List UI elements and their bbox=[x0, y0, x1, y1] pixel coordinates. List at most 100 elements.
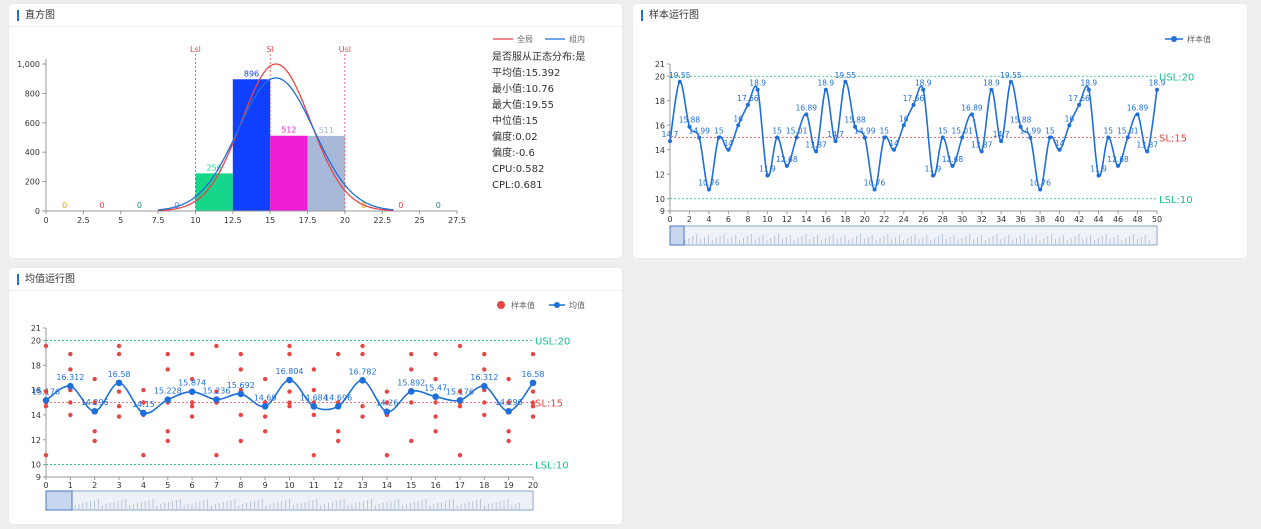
bar-value-label: 0 bbox=[398, 201, 403, 210]
x-tick-label: 2 bbox=[92, 481, 97, 490]
sample-point bbox=[969, 112, 974, 117]
x-tick-label: 6 bbox=[190, 481, 195, 490]
sample-scatter-point bbox=[43, 343, 49, 349]
sample-scatter-point bbox=[457, 343, 463, 349]
sample-value-label: 18.9 bbox=[749, 79, 766, 88]
x-tick-label: 12 bbox=[782, 215, 792, 224]
sample-point bbox=[1028, 135, 1033, 140]
legend-global-label: 全局 bbox=[517, 34, 533, 44]
mean-point bbox=[310, 403, 318, 410]
sample-point bbox=[979, 149, 984, 154]
sample-scatter-point bbox=[238, 367, 243, 372]
x-tick-label: 5 bbox=[118, 216, 123, 225]
sample-value-label: 11.9 bbox=[759, 164, 776, 173]
sample-value-label: 15 bbox=[772, 127, 782, 136]
sample-scatter-point bbox=[530, 351, 536, 357]
bar-value-label: 512 bbox=[281, 126, 296, 135]
sample-scatter-point bbox=[457, 389, 463, 394]
x-tick-label: 10 bbox=[284, 481, 294, 490]
mean-point bbox=[213, 396, 220, 403]
sample-point bbox=[892, 147, 897, 152]
x-tick-label: 12 bbox=[333, 481, 343, 490]
sample-scatter-point bbox=[530, 404, 536, 409]
spec-label-sl: Sl bbox=[267, 45, 274, 54]
mean-value-label: 14.296 bbox=[495, 398, 523, 407]
sample-point bbox=[911, 102, 916, 107]
sample-scatter-point bbox=[409, 351, 414, 357]
stat-mean: 平均值:15.392 bbox=[492, 68, 561, 79]
histogram-card: 直方图 0 200 400 600 800 1,000 0 0 0 0 256 896 512 511 0 0… bbox=[9, 4, 622, 258]
mean-value-label: 16.782 bbox=[349, 367, 377, 376]
zoom-slider-handle bbox=[669, 225, 685, 246]
mean-value-label: 16.58 bbox=[108, 370, 131, 379]
sample-scatter-point bbox=[214, 343, 219, 349]
sample-value-label: 19.55 bbox=[1000, 71, 1022, 80]
x-tick-label: 6 bbox=[726, 215, 731, 224]
sample-scatter-point bbox=[116, 404, 122, 409]
mean-point bbox=[67, 382, 74, 390]
sample-point bbox=[921, 87, 926, 92]
normal-curve bbox=[158, 63, 394, 212]
mean-point bbox=[334, 402, 342, 410]
sample-point bbox=[833, 139, 838, 144]
sample-value-label: 15.01 bbox=[1117, 126, 1139, 135]
sample-scatter-point bbox=[506, 376, 511, 382]
y-tick-label: 12 bbox=[655, 170, 665, 179]
histogram-title: 直方图 bbox=[17, 10, 55, 21]
sample-point bbox=[940, 135, 945, 140]
x-tick-label: 4 bbox=[706, 215, 711, 224]
sample-value-label: 17.66 bbox=[737, 94, 759, 103]
sample-point bbox=[1145, 149, 1150, 154]
bar-value-label: 0 bbox=[137, 201, 142, 210]
mean-point bbox=[505, 407, 512, 415]
sample-run-card: 样本运行图 9 10 12 14 16 18 20 21 0 2 4 6 8 10 12 14 16 18 20 22… bbox=[633, 4, 1247, 258]
sample-scatter-point bbox=[506, 429, 511, 434]
x-tick-label: 19 bbox=[504, 481, 514, 490]
sample-scatter-point bbox=[92, 400, 97, 405]
sample-scatter-point bbox=[433, 376, 438, 382]
y-tick-label: 20 bbox=[655, 72, 665, 81]
mean-value-label: 15.176 bbox=[32, 387, 60, 396]
x-tick-label: 11 bbox=[309, 481, 319, 490]
histogram-bar bbox=[307, 135, 345, 211]
y-tick-label: 14 bbox=[31, 411, 41, 420]
sample-value-label: 18.9 bbox=[1080, 79, 1097, 88]
x-tick-label: 18 bbox=[479, 481, 489, 490]
x-tick-label: 18 bbox=[840, 215, 850, 224]
sample-scatter-point bbox=[433, 351, 438, 357]
x-tick-label: 38 bbox=[1035, 215, 1045, 224]
sample-value-label: 12.68 bbox=[1107, 155, 1129, 164]
sample-point bbox=[960, 135, 965, 140]
sample-value-label: 15.01 bbox=[786, 126, 808, 135]
normal-curve bbox=[158, 77, 394, 211]
sample-scatter-point bbox=[506, 438, 511, 444]
sample-scatter-point bbox=[116, 414, 122, 419]
sample-scatter-point bbox=[238, 438, 243, 444]
mean-point bbox=[481, 382, 488, 390]
x-tick-label: 2 bbox=[687, 215, 692, 224]
sample-point bbox=[1077, 102, 1082, 107]
x-tick-label: 8 bbox=[238, 481, 243, 490]
sample-scatter-point bbox=[409, 400, 414, 405]
sample-point bbox=[853, 124, 858, 129]
x-tick-label: 28 bbox=[938, 215, 948, 224]
mean-value-label: 16.804 bbox=[276, 367, 304, 376]
sample-point bbox=[1018, 124, 1023, 129]
sample-scatter-point bbox=[43, 452, 49, 458]
sample-value-label: 14.7 bbox=[662, 130, 679, 139]
histogram-bar bbox=[270, 135, 308, 211]
x-tick-label: 44 bbox=[1093, 215, 1103, 224]
sample-scatter-point bbox=[189, 414, 195, 419]
limit-label: USL:20 bbox=[1159, 72, 1194, 83]
sample-scatter-point bbox=[530, 389, 536, 394]
sample-scatter-point bbox=[141, 452, 146, 458]
sample-scatter-point bbox=[336, 351, 341, 357]
x-tick-label: 4 bbox=[141, 481, 146, 490]
stat-cpl: CPL:0.681 bbox=[492, 180, 543, 191]
spec-label-lsl: Lsl bbox=[190, 45, 201, 54]
y-tick-label: 9 bbox=[660, 207, 665, 216]
mean-value-label: 14.296 bbox=[81, 398, 109, 407]
sample-point bbox=[668, 139, 672, 144]
